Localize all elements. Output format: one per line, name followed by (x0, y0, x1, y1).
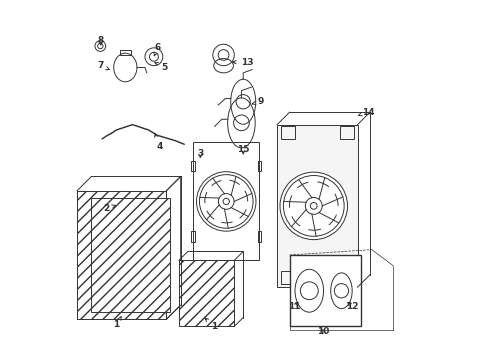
Circle shape (280, 172, 347, 240)
Bar (258, 231, 261, 242)
Bar (77, 191, 167, 319)
Text: 9: 9 (252, 97, 264, 106)
Bar (77, 191, 167, 319)
Bar (290, 255, 361, 327)
Ellipse shape (114, 53, 137, 82)
Bar (192, 231, 195, 242)
Text: 1: 1 (205, 318, 218, 331)
Bar (277, 125, 358, 287)
Circle shape (145, 48, 163, 66)
Text: 12: 12 (346, 302, 358, 311)
Bar (92, 198, 170, 312)
Bar (193, 143, 259, 260)
Text: 8: 8 (97, 36, 103, 45)
Bar (281, 126, 295, 139)
Bar (120, 50, 131, 55)
Text: 5: 5 (155, 63, 168, 72)
Text: 1: 1 (113, 317, 121, 329)
Text: 2: 2 (103, 204, 116, 213)
Bar (340, 271, 354, 284)
Bar (340, 126, 354, 139)
Text: 13: 13 (233, 58, 253, 67)
Text: 4: 4 (155, 134, 163, 150)
Text: 15: 15 (237, 145, 249, 154)
Text: 11: 11 (288, 302, 300, 311)
Text: 3: 3 (197, 149, 203, 158)
Text: 10: 10 (318, 327, 330, 336)
Text: 7: 7 (97, 61, 109, 70)
Text: 14: 14 (359, 108, 374, 117)
Bar (192, 161, 195, 171)
Circle shape (95, 41, 106, 51)
Bar (281, 271, 295, 284)
Text: 6: 6 (154, 43, 161, 56)
Bar (179, 260, 234, 327)
Circle shape (213, 44, 234, 66)
Bar (258, 161, 261, 171)
